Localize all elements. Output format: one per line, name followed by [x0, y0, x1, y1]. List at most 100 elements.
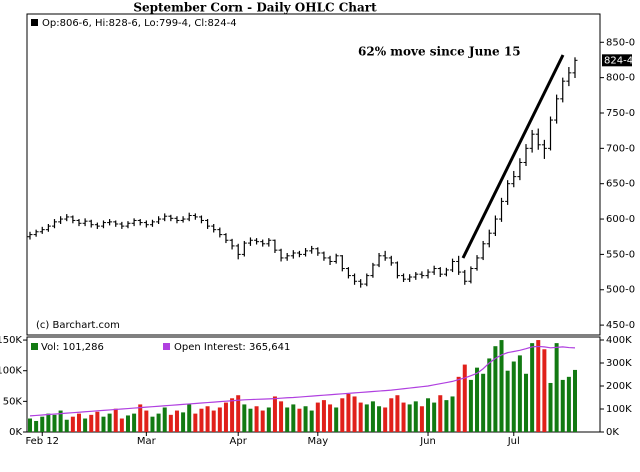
volume-bar: [450, 396, 455, 432]
legend-swatch: [31, 343, 38, 350]
volume-bar: [524, 373, 529, 432]
trend-line: [461, 54, 565, 259]
volume-bar: [395, 395, 400, 432]
volume-bar: [511, 361, 516, 432]
volume-bar: [315, 402, 320, 432]
x-tick-label: Mar: [137, 436, 157, 447]
volume-bar: [358, 402, 363, 432]
volume-bar: [199, 408, 204, 432]
volume-bar: [193, 413, 198, 432]
volume-bar: [236, 395, 241, 432]
volume-bar: [517, 355, 522, 432]
volume-bar: [40, 416, 45, 432]
volume-bar: [144, 410, 149, 432]
volume-bar: [542, 349, 547, 432]
volume-bar: [432, 402, 437, 432]
y-tick-label: 800-0: [606, 73, 635, 84]
volume-bar: [70, 416, 75, 432]
ohlc-header: Op:806-6, Hi:828-6, Lo:799-4, Cl:824-4: [42, 18, 237, 29]
volume-bar: [58, 410, 63, 432]
volume-bar: [499, 340, 504, 432]
volume-bar: [95, 411, 100, 432]
volume-bar: [272, 396, 277, 432]
volume-bar: [46, 413, 51, 432]
volume-bar: [205, 406, 210, 432]
volume-bar: [573, 369, 577, 432]
volume-bar: [297, 408, 302, 432]
price-marker: [602, 54, 632, 67]
volume-bar: [107, 413, 112, 432]
volume-bar: [468, 379, 473, 432]
volume-bar: [28, 418, 32, 432]
legend-swatch: [163, 343, 170, 350]
volume-bar: [260, 410, 265, 432]
volume-bar: [536, 340, 541, 432]
y-tick-label: 0K: [9, 427, 22, 438]
volume-bar: [181, 412, 186, 432]
y2-tick-label: 300K: [606, 358, 632, 369]
volume-bar: [132, 413, 137, 432]
x-tick-label: Apr: [230, 436, 248, 447]
volume-bar: [223, 402, 228, 432]
volume-bar: [383, 407, 388, 432]
volume-bar: [125, 415, 130, 432]
volume-bar: [279, 401, 284, 432]
volume-bar: [426, 398, 431, 432]
volume-bar: [346, 394, 351, 432]
credit: (c) Barchart.com: [36, 320, 120, 331]
volume-bar: [462, 364, 467, 432]
volume-bar: [438, 395, 443, 432]
volume-bar: [481, 373, 486, 432]
volume-bar: [456, 376, 461, 432]
volume-bar: [407, 404, 412, 432]
y2-tick-label: 0K: [606, 427, 619, 438]
volume-bar: [370, 401, 375, 432]
volume-bar: [217, 407, 222, 432]
volume-bar: [389, 398, 394, 432]
y-tick-label: 700-0: [606, 143, 635, 154]
y-tick-label: 600-0: [606, 214, 635, 225]
volume-bar: [530, 343, 535, 432]
volume-bar: [487, 358, 492, 432]
volume-bar: [364, 404, 369, 432]
volume-bar: [321, 400, 326, 432]
volume-bar: [303, 406, 308, 432]
y2-tick-label: 400K: [606, 335, 632, 346]
volume-bar: [101, 416, 106, 432]
volume-bar: [419, 406, 424, 432]
volume-bar: [76, 413, 81, 432]
y-tick-label: 50K: [3, 396, 23, 407]
legend-label: Vol: 101,286: [41, 342, 104, 353]
y2-tick-label: 200K: [606, 381, 632, 392]
legend-label: Open Interest: 365,641: [174, 342, 290, 353]
volume-bar: [413, 401, 418, 432]
y2-tick-label: 100K: [606, 404, 632, 415]
y-tick-label: 450-0: [606, 320, 635, 331]
y-tick-label: 150K: [0, 335, 22, 346]
y-tick-label: 750-0: [606, 108, 635, 119]
x-tick-label: Jul: [507, 436, 520, 447]
volume-bar: [174, 410, 179, 432]
volume-bar: [119, 418, 124, 432]
volume-bar: [89, 414, 94, 432]
y-tick-label: 500-0: [606, 285, 635, 296]
volume-bar: [444, 400, 449, 432]
volume-bar: [309, 410, 314, 432]
volume-bar: [211, 410, 216, 432]
volume-bar: [64, 419, 69, 432]
x-tick-label: Feb 12: [25, 436, 59, 447]
volume-bar: [291, 404, 296, 432]
volume-bar: [83, 418, 88, 432]
x-tick-label: May: [307, 436, 328, 447]
volume-bar: [266, 407, 271, 432]
header-swatch: [31, 19, 38, 26]
volume-bar: [475, 367, 480, 432]
y-tick-label: 100K: [0, 366, 22, 377]
price-marker-label: 824-4: [604, 55, 633, 66]
volume-bar: [560, 379, 565, 432]
volume-bar: [138, 404, 143, 432]
volume-bar: [401, 402, 406, 432]
y-tick-label: 550-0: [606, 249, 635, 260]
